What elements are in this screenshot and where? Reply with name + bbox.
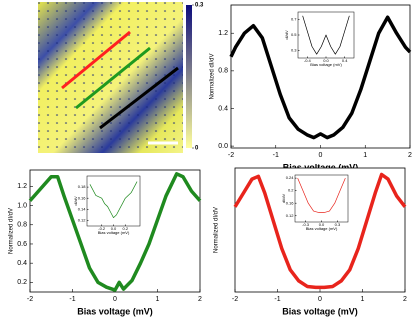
x-axis-label: Bias voltage (mV) [306,226,338,231]
y-tick-label: 0.16 [286,200,295,205]
y-tick-label: 1.2 [17,183,27,190]
colorbar-tick-label: 0 [195,146,199,152]
x-axis-label: Bias voltage (mV) [98,230,130,235]
y-tick-label: 0.24 [286,175,295,180]
x-tick-label: -1 [69,296,75,303]
y-tick-label: 1.2 [218,30,228,37]
x-tick-label: 1 [156,296,160,303]
inset-curve [89,181,138,219]
x-tick-label: 2 [408,152,412,159]
x-tick-label: -0.4 [304,58,312,63]
y-tick-label: 0.18 [78,184,87,189]
y-tick-label: 0.7 [291,17,297,22]
inset-frame [86,175,141,227]
y-tick-label: 0.16 [78,195,87,200]
y-tick-label: 0.0 [218,143,228,150]
y-tick-label: 0.3 [291,47,297,52]
y-tick-label: 0.6 [17,241,27,248]
x-tick-label: 0 [318,296,322,303]
y-tick-label: 0.2 [17,279,27,286]
x-tick-label: -0.3 [302,222,310,227]
spectrum-curve [233,172,407,290]
red-linecut [61,30,131,90]
y-axis-label: Normalized dI/dV [214,207,220,253]
y-tick-label: 0.8 [17,222,27,229]
inset-curve [297,177,346,213]
x-tick-label: -0.2 [98,226,106,231]
y-tick-label: 0.2 [288,188,294,193]
x-tick-label: 0.0 [323,58,329,63]
x-tick-label: 0 [319,152,323,159]
x-tick-label: -2 [27,296,33,303]
y-axis-label: Normalized dI/dV [210,53,216,99]
x-tick-label: -2 [228,152,234,159]
y-tick-label: 0.14 [78,206,87,211]
x-tick-label: 2 [403,296,407,303]
y-axis-label: dI/dV [73,196,78,206]
x-tick-label: 0.0 [111,226,117,231]
x-tick-label: 0.3 [335,222,341,227]
green-linecut [75,46,151,110]
x-axis-label: Bias voltage (mV) [282,306,358,316]
topography-texture [38,2,183,153]
x-axis-label: Bias voltage (mV) [283,162,359,172]
inset-frame [294,174,349,223]
y-tick-label: 0.12 [78,218,87,223]
y-axis-label: dI/dV [284,30,289,40]
y-axis-label: Normalized dI/dV [9,208,15,254]
y-axis-label: dI/dV [281,194,286,204]
y-tick-label: 0.4 [218,105,228,112]
colorbar-tick-label: 0.3 [195,3,204,9]
colorbar [186,5,192,148]
x-tick-label: -1 [274,296,280,303]
y-tick-label: 0.5 [291,32,297,37]
black-linecut [99,66,179,130]
y-tick-label: 1.0 [17,202,27,209]
x-tick-label: -1 [273,152,279,159]
spectrum-curve [28,172,202,292]
x-tick-label: 1 [363,152,367,159]
x-tick-label: 0 [113,296,117,303]
x-axis-label: Bias voltage (mV) [77,306,153,316]
x-tick-label: 1 [361,296,365,303]
x-tick-label: -2 [232,296,238,303]
spectrum-curve [229,15,412,140]
x-tick-label: 2 [198,296,202,303]
y-tick-label: 0.8 [218,68,228,75]
stm-image [38,2,192,153]
inset-curve [302,15,350,55]
x-axis-label: Bias voltage (mV) [310,62,342,67]
y-tick-label: 0.4 [17,260,27,267]
x-tick-label: 0.0 [319,222,325,227]
x-tick-label: 0.4 [342,58,348,63]
y-tick-label: 0.12 [286,213,295,218]
x-tick-label: 0.2 [122,226,128,231]
